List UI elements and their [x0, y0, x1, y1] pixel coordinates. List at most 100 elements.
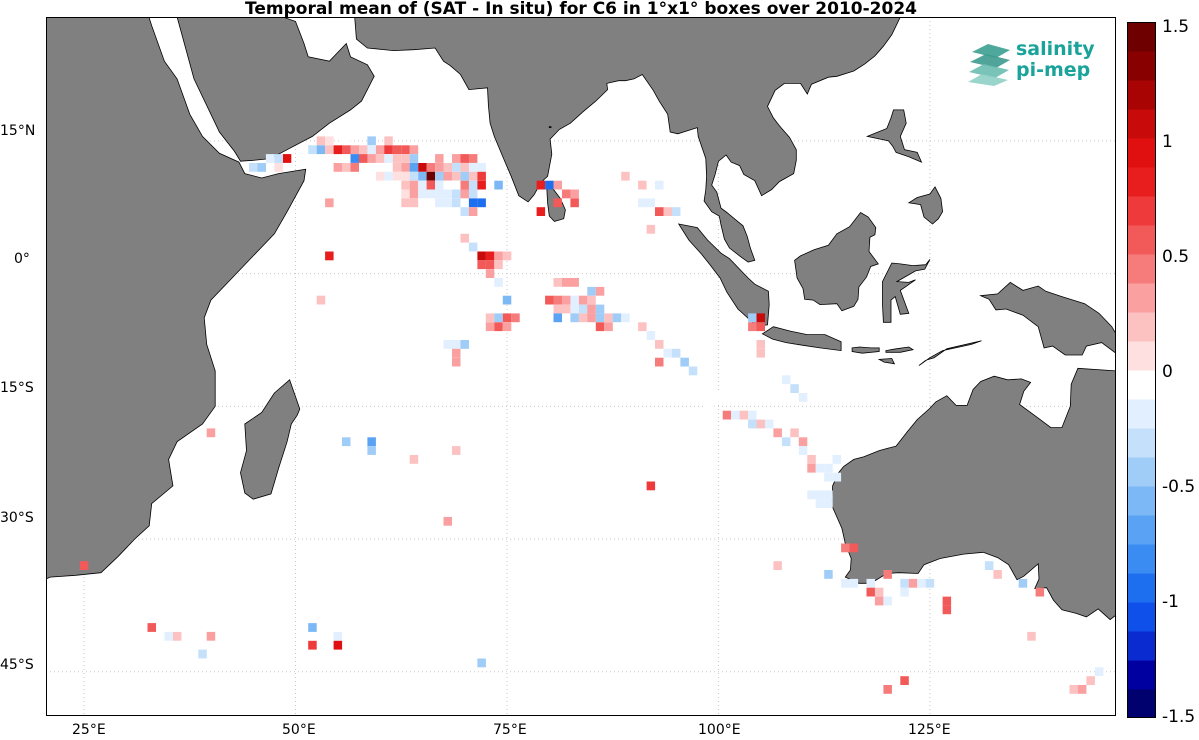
data-cell: [705, 393, 715, 402]
data-cell: [824, 490, 833, 500]
data-cell: [485, 446, 495, 455]
data-cell: [468, 171, 478, 181]
data-cell: [824, 499, 833, 508]
land-polygon: [918, 340, 982, 366]
data-cell: [325, 145, 334, 155]
colorbar-segment: [1127, 631, 1156, 661]
data-cell: [883, 685, 892, 694]
data-cell: [824, 463, 833, 473]
data-cell: [562, 304, 571, 314]
data-cell: [832, 455, 842, 464]
data-cell: [917, 578, 926, 588]
data-cell: [595, 313, 605, 323]
data-cell: [409, 455, 419, 464]
data-cell: [316, 295, 326, 305]
land-polygon: [882, 259, 931, 323]
data-cell: [587, 304, 596, 314]
data-cell: [409, 180, 419, 190]
land-polygon: [46, 17, 307, 580]
data-cell: [553, 304, 562, 314]
data-cell: [477, 198, 486, 208]
data-cell: [359, 145, 368, 155]
data-cell: [570, 189, 579, 199]
data-cell: [646, 481, 656, 491]
data-cell: [443, 198, 452, 208]
data-cell: [655, 357, 664, 367]
data-cell: [841, 578, 850, 588]
data-cell: [452, 180, 461, 190]
colorbar-tick-label: 1: [1162, 132, 1173, 152]
land-polygon: [851, 346, 880, 354]
data-cell: [485, 322, 495, 332]
data-cell: [612, 313, 622, 323]
data-cell: [807, 455, 816, 464]
lon-label: 125°E: [908, 722, 951, 738]
data-cell: [460, 207, 469, 216]
lat-label: 15°S: [0, 380, 34, 396]
data-cell: [604, 313, 613, 323]
land-polygon: [677, 223, 770, 327]
data-cell: [494, 180, 503, 190]
lon-label: 25°E: [72, 722, 106, 738]
data-cell: [570, 313, 579, 323]
data-cell: [883, 570, 892, 579]
data-cell: [494, 251, 503, 261]
data-cell: [367, 446, 376, 455]
data-cell: [562, 295, 571, 305]
data-cell: [1086, 676, 1095, 685]
data-cell: [435, 180, 444, 190]
data-cell: [655, 207, 664, 216]
data-cell: [460, 154, 469, 163]
data-cell: [1018, 578, 1028, 588]
colorbar-segment: [1127, 51, 1156, 81]
data-cell: [452, 171, 461, 181]
data-cell: [443, 180, 452, 190]
data-cell: [545, 180, 554, 190]
data-cell: [621, 313, 630, 323]
data-cell: [646, 331, 656, 340]
data-cell: [756, 340, 765, 349]
data-cell: [536, 180, 546, 190]
colorbar-tick-label: 1.5: [1162, 17, 1190, 37]
data-cell: [849, 543, 859, 553]
data-cell: [452, 348, 461, 358]
chart-title: Temporal mean of (SAT - In situ) for C6 …: [245, 0, 917, 19]
data-cell: [1077, 685, 1087, 694]
colorbar-segment: [1127, 515, 1156, 545]
data-cell: [553, 198, 562, 208]
data-cell: [993, 570, 1002, 579]
map-plot: [46, 17, 1116, 716]
data-cell: [401, 171, 410, 181]
data-cell: [807, 490, 816, 500]
data-cell: [790, 428, 799, 438]
data-cell: [468, 180, 478, 190]
land-polygon: [979, 281, 1116, 356]
data-cell: [342, 437, 351, 447]
colorbar-segment: [1127, 196, 1156, 226]
data-cell: [646, 224, 656, 234]
data-cell: [418, 180, 427, 190]
data-cell: [663, 207, 672, 216]
data-cell: [578, 304, 588, 314]
data-cell: [426, 171, 436, 181]
land-polygon: [865, 109, 923, 163]
data-cell: [409, 198, 419, 208]
data-cell: [401, 189, 410, 199]
data-cell: [426, 198, 436, 208]
data-cell: [375, 145, 385, 155]
land-polygon: [240, 379, 301, 500]
data-cell: [443, 340, 452, 349]
data-cell: [409, 163, 419, 172]
colorbar-segment: [1127, 138, 1156, 168]
data-cell: [409, 145, 419, 155]
colorbar-segment: [1127, 22, 1156, 52]
data-cell: [443, 163, 452, 172]
logo-mark-icon: [968, 44, 1010, 86]
data-cell: [595, 286, 605, 296]
colorbar-segment: [1127, 341, 1156, 371]
data-cell: [435, 163, 444, 172]
data-cell: [511, 313, 520, 323]
data-cell: [578, 313, 588, 323]
data-cell: [308, 145, 317, 155]
land-polygon: [794, 211, 879, 312]
